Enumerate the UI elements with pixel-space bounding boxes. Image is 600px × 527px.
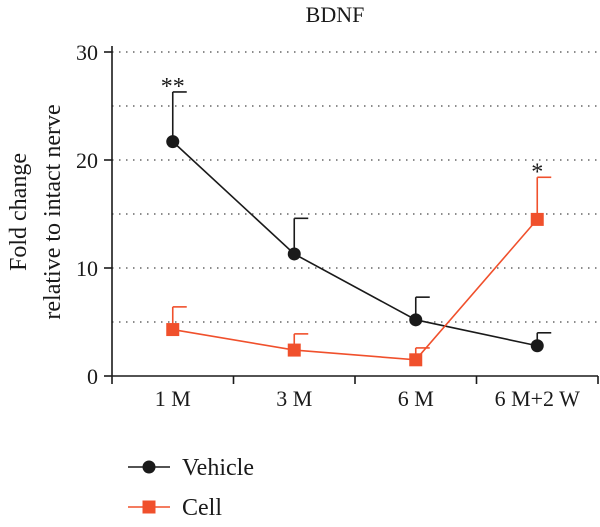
legend-label: Vehicle bbox=[182, 455, 254, 481]
series-line bbox=[172, 141, 538, 347]
chart-title: BDNF bbox=[306, 2, 365, 27]
x-tick-label: 1 M bbox=[155, 386, 191, 411]
significance-label: * bbox=[531, 159, 543, 185]
data-point bbox=[287, 247, 301, 261]
legend: Vehicle Cell bbox=[128, 455, 254, 521]
y-axis-label: Fold change relative to intact nerve bbox=[6, 104, 66, 319]
legend-label: Cell bbox=[182, 495, 222, 521]
legend-item-cell: Cell bbox=[128, 495, 222, 521]
axes: 0 10 20 30 1 M 3 M 6 M 6 M+2 W bbox=[76, 40, 599, 411]
legend-item-vehicle: Vehicle bbox=[128, 455, 254, 481]
data-point bbox=[287, 343, 301, 357]
series-line bbox=[172, 218, 538, 361]
y-tick-label: 30 bbox=[76, 40, 98, 65]
y-tick-label: 20 bbox=[76, 148, 98, 173]
data-point bbox=[530, 339, 544, 353]
data-point bbox=[166, 323, 180, 337]
x-tick-label: 6 M bbox=[398, 386, 434, 411]
series-vehicle: ** bbox=[161, 74, 552, 353]
y-axis-label-line2: relative to intact nerve bbox=[40, 104, 66, 319]
data-point bbox=[409, 353, 423, 367]
y-tick-label: 10 bbox=[76, 256, 98, 281]
data-point bbox=[530, 212, 544, 226]
y-axis-label-line1: Fold change bbox=[6, 153, 32, 271]
data-point bbox=[409, 313, 423, 327]
x-tick-label: 6 M+2 W bbox=[495, 386, 581, 411]
y-tick-label: 0 bbox=[87, 364, 98, 389]
series-layer: *** bbox=[161, 74, 552, 367]
data-point bbox=[166, 135, 180, 149]
x-tick-label: 3 M bbox=[276, 386, 312, 411]
significance-label: ** bbox=[161, 74, 185, 100]
legend-marker bbox=[142, 500, 156, 514]
series-cell: * bbox=[166, 159, 552, 367]
legend-marker bbox=[142, 460, 156, 474]
